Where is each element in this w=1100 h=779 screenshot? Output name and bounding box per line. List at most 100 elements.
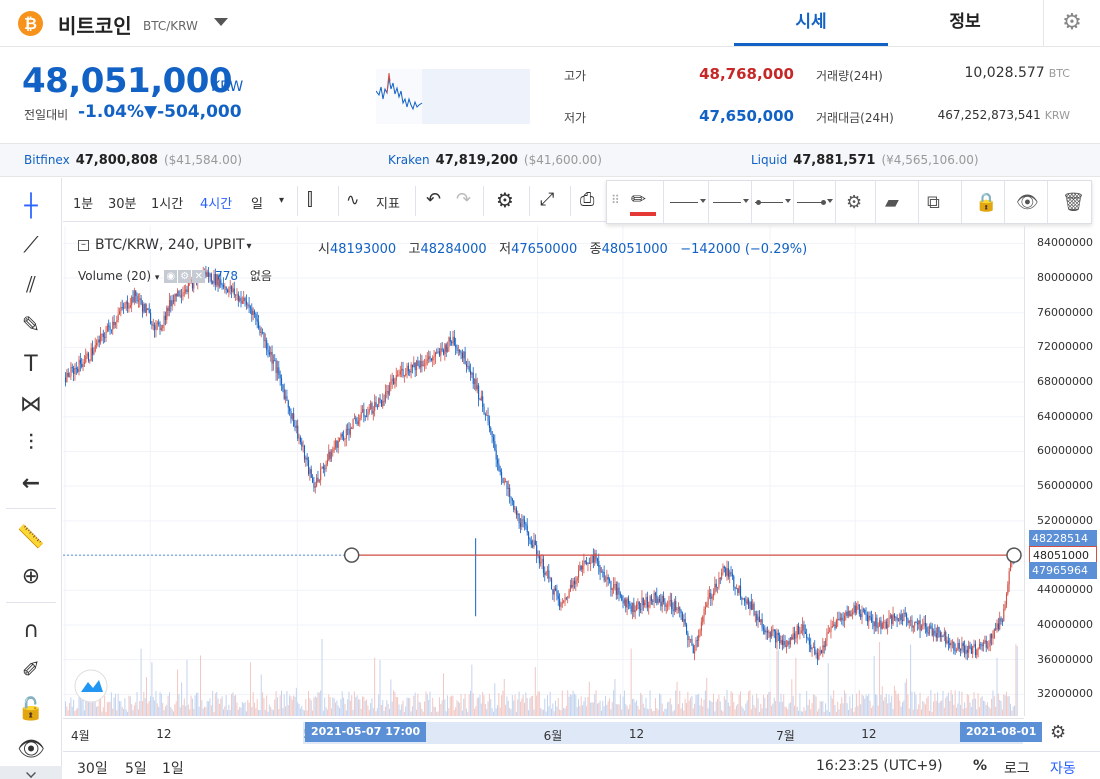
- settings-icon[interactable]: ⚙: [496, 188, 514, 212]
- candle-body: [906, 613, 908, 619]
- axis-settings-gear-icon[interactable]: ⚙: [1050, 722, 1067, 743]
- zoom-in-icon[interactable]: ⊕: [21, 564, 41, 589]
- candle-body: [664, 601, 666, 607]
- gear-icon[interactable]: ⚙: [846, 192, 863, 213]
- crosshair-icon[interactable]: ┼: [24, 194, 38, 219]
- fullscreen-icon[interactable]: ⤢: [540, 189, 555, 210]
- brush-icon[interactable]: ✎: [21, 313, 41, 338]
- candle-body: [162, 324, 164, 328]
- candle-body: [297, 425, 299, 439]
- candle-body: [505, 481, 507, 482]
- volume-bar: [999, 699, 1001, 716]
- volume-bar: [708, 700, 710, 716]
- volume-bar: [559, 709, 561, 716]
- volume-bar: [653, 710, 655, 716]
- pencil-icon[interactable]: ✏: [631, 189, 647, 210]
- auto-scale-toggle[interactable]: 자동: [1050, 761, 1076, 777]
- candle-body: [303, 445, 306, 460]
- volume-bar: [1015, 644, 1017, 716]
- trash-icon[interactable]: 🗑: [1062, 192, 1085, 213]
- range-30d[interactable]: 30일: [77, 761, 108, 777]
- line-end-icon[interactable]: [797, 202, 825, 203]
- volume-bar: [943, 707, 945, 716]
- draw-lock-icon[interactable]: ✐: [21, 658, 41, 683]
- volume-bar: [436, 711, 438, 716]
- template-icon[interactable]: ▰: [885, 192, 899, 213]
- interval-30m[interactable]: 30분: [108, 197, 137, 212]
- eye-icon[interactable]: ◉: [164, 270, 178, 283]
- time-axis[interactable]: 4월1256월127월12: [63, 718, 1024, 748]
- candle-body: [645, 596, 647, 603]
- fib-tool-icon[interactable]: ⫽: [26, 273, 36, 298]
- arrow-left-icon[interactable]: ←: [21, 471, 41, 496]
- candle-body: [127, 301, 129, 309]
- range-1d[interactable]: 1일: [162, 761, 184, 777]
- prediction-icon[interactable]: ⫶: [28, 431, 34, 456]
- candle-body: [563, 601, 565, 603]
- clone-icon[interactable]: ⧉: [927, 192, 940, 213]
- candle-body: [1004, 604, 1006, 610]
- candle-body: [580, 565, 582, 570]
- eye-icon[interactable]: 👁: [17, 737, 45, 762]
- symbol-label[interactable]: BTC/KRW, 240, UPBIT: [95, 237, 245, 253]
- volume-bar: [951, 694, 953, 716]
- candle-body: [74, 367, 76, 375]
- drag-handle-icon[interactable]: ⠿: [611, 193, 620, 207]
- trend-line-icon[interactable]: ⟋: [23, 233, 39, 258]
- candle-body: [299, 437, 301, 442]
- coin-name[interactable]: 비트코인: [58, 14, 132, 38]
- gear-icon[interactable]: ⚙: [178, 270, 192, 283]
- volume-bar: [983, 700, 984, 716]
- indicator-button[interactable]: 지표: [376, 197, 400, 212]
- chevron-down-icon[interactable]: [214, 18, 228, 26]
- chevron-down-icon[interactable]: ▾: [246, 241, 252, 252]
- interval-day[interactable]: 일: [251, 197, 263, 212]
- close-icon[interactable]: ✕: [192, 270, 206, 283]
- indicator-icon[interactable]: ∿: [346, 190, 360, 209]
- line-style-solid-icon[interactable]: [670, 202, 698, 203]
- redo-icon[interactable]: ↷: [456, 189, 472, 210]
- interval-4h[interactable]: 4시간: [200, 197, 233, 212]
- line-start-icon[interactable]: [755, 202, 783, 203]
- candle-body: [754, 614, 756, 616]
- price-tick-label: 80000000: [1037, 271, 1093, 285]
- volume-bar: [528, 710, 530, 716]
- candle-body: [826, 633, 828, 641]
- line-width-icon[interactable]: [713, 202, 741, 203]
- price-axis[interactable]: 3200000036000000400000004400000048000000…: [1024, 226, 1100, 716]
- undo-icon[interactable]: ↶: [426, 189, 442, 210]
- volume-bar: [997, 693, 999, 716]
- lock-icon[interactable]: 🔒: [975, 192, 998, 213]
- unlock-icon[interactable]: 🔓: [17, 697, 45, 722]
- text-tool-icon[interactable]: T: [24, 352, 38, 377]
- interval-1h[interactable]: 1시간: [151, 197, 184, 212]
- ruler-icon[interactable]: 📏: [17, 525, 45, 550]
- gear-icon[interactable]: ⚙: [1043, 0, 1100, 46]
- candle-body: [532, 545, 534, 547]
- candle-body: [227, 290, 229, 293]
- candle-body: [548, 570, 550, 579]
- candle-body: [216, 274, 218, 285]
- collapse-legend-icon[interactable]: –: [78, 239, 89, 251]
- log-scale-toggle[interactable]: 로그: [1004, 761, 1030, 777]
- pattern-icon[interactable]: ⋈: [20, 392, 42, 417]
- magnet-icon[interactable]: ∩: [22, 618, 40, 643]
- interval-1m[interactable]: 1분: [73, 197, 94, 212]
- candlestick-icon[interactable]: ⫿: [307, 189, 313, 210]
- tab-price[interactable]: 시세: [734, 0, 888, 46]
- percent-scale-toggle[interactable]: %: [973, 758, 988, 774]
- chevron-down-icon[interactable]: ▾: [154, 273, 160, 283]
- clock[interactable]: 16:23:25 (UTC+9): [816, 758, 943, 774]
- volume-bar: [511, 695, 513, 716]
- volume-bar: [634, 702, 636, 716]
- camera-icon[interactable]: ⎙: [580, 189, 595, 210]
- tab-info[interactable]: 정보: [949, 12, 981, 32]
- range-5d[interactable]: 5일: [125, 761, 147, 777]
- candle-body: [654, 592, 657, 596]
- collapse-toolbar-button[interactable]: [0, 766, 62, 779]
- visibility-icon[interactable]: 👁: [1016, 192, 1039, 213]
- volume-bar: [116, 710, 118, 716]
- price-mark-label: 47965964: [1029, 561, 1097, 579]
- chevron-down-icon[interactable]: ▾: [279, 195, 285, 206]
- price-chart[interactable]: [63, 226, 1024, 716]
